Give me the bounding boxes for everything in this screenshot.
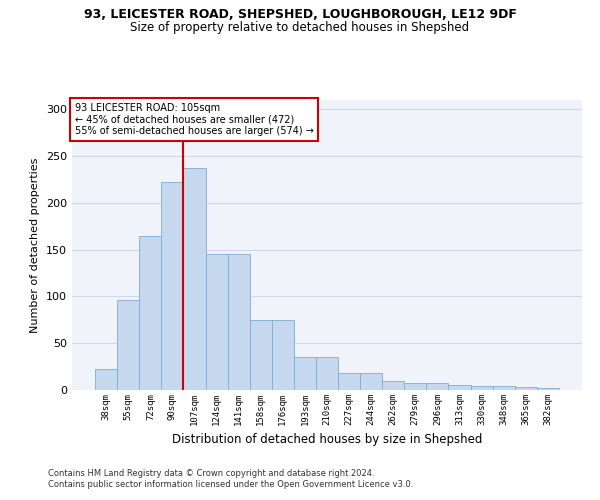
- Text: Size of property relative to detached houses in Shepshed: Size of property relative to detached ho…: [130, 21, 470, 34]
- Bar: [427, 382, 448, 390]
- Bar: [272, 320, 294, 390]
- Bar: [316, 358, 338, 390]
- Bar: [139, 236, 161, 390]
- Y-axis label: Number of detached properties: Number of detached properties: [31, 158, 40, 332]
- Bar: [294, 358, 316, 390]
- Bar: [360, 373, 382, 390]
- Bar: [537, 388, 559, 390]
- Bar: [448, 386, 470, 390]
- Text: Distribution of detached houses by size in Shepshed: Distribution of detached houses by size …: [172, 432, 482, 446]
- Bar: [95, 370, 117, 390]
- Bar: [515, 387, 537, 390]
- Bar: [493, 386, 515, 390]
- Bar: [184, 168, 206, 390]
- Bar: [470, 386, 493, 390]
- Bar: [161, 182, 184, 390]
- Text: Contains public sector information licensed under the Open Government Licence v3: Contains public sector information licen…: [48, 480, 413, 489]
- Bar: [250, 320, 272, 390]
- Bar: [227, 254, 250, 390]
- Bar: [338, 373, 360, 390]
- Text: Contains HM Land Registry data © Crown copyright and database right 2024.: Contains HM Land Registry data © Crown c…: [48, 468, 374, 477]
- Text: 93 LEICESTER ROAD: 105sqm
← 45% of detached houses are smaller (472)
55% of semi: 93 LEICESTER ROAD: 105sqm ← 45% of detac…: [74, 103, 313, 136]
- Bar: [404, 382, 427, 390]
- Bar: [206, 254, 227, 390]
- Bar: [117, 300, 139, 390]
- Bar: [382, 380, 404, 390]
- Text: 93, LEICESTER ROAD, SHEPSHED, LOUGHBOROUGH, LE12 9DF: 93, LEICESTER ROAD, SHEPSHED, LOUGHBOROU…: [83, 8, 517, 20]
